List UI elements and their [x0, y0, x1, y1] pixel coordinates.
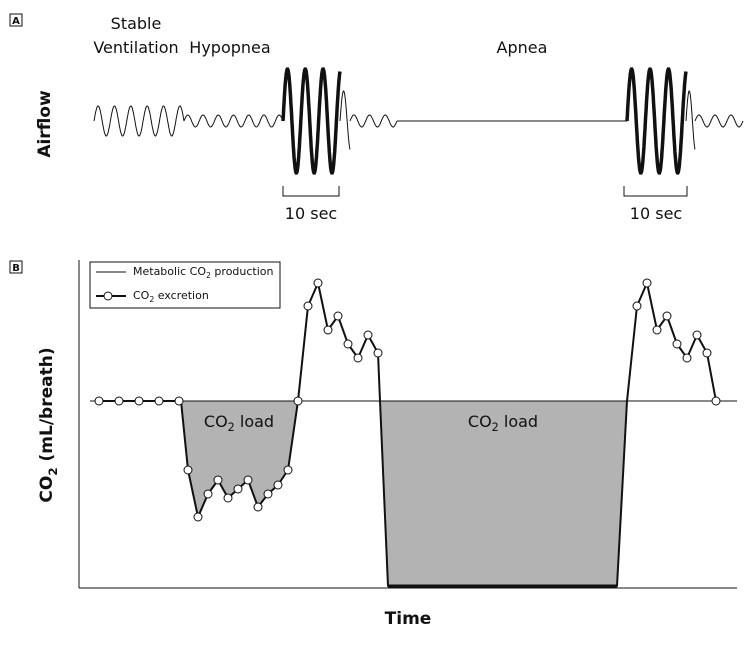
bracket-2-label: 10 sec: [630, 204, 682, 223]
co2-excretion-point: [203, 489, 213, 499]
airflow-decline-2: [694, 114, 744, 128]
co2-excretion-point: [253, 502, 263, 512]
co2-excretion-point: [273, 480, 283, 490]
co2-load-area-1: [181, 401, 298, 517]
co2-excretion-point: [213, 475, 223, 485]
co2-excretion-point: [223, 493, 233, 503]
bracket-2: [623, 186, 688, 197]
co2-excretion-point: [293, 396, 303, 406]
panel-a-box: [9, 13, 23, 27]
co2-load-label-2: CO2 load: [468, 412, 538, 434]
co2-excretion-point: [263, 489, 273, 499]
co2-excretion-point: [353, 353, 363, 363]
co2-excretion-point: [134, 396, 144, 406]
phase-label-hypopnea: Hypopnea: [189, 38, 270, 57]
airflow-recovery-2: [685, 90, 696, 150]
co2-excretion-point: [373, 348, 383, 358]
co2-excretion-point: [343, 339, 353, 349]
airflow-waveform: [93, 67, 744, 175]
co2-excretion-point: [363, 330, 373, 340]
co2-excretion-point: [711, 396, 721, 406]
co2-excretion-point: [243, 475, 253, 485]
legend-excretion-label: CO2 excretion: [133, 289, 209, 304]
panel-b-box: [9, 260, 23, 274]
co2-excretion-point: [692, 330, 702, 340]
co2-load-label-1: CO2 load: [204, 412, 274, 434]
panel-a-tag: A: [12, 16, 20, 27]
airflow-hyperpnea-2: [625, 67, 688, 175]
co2-excretion-point: [303, 301, 313, 311]
phase-label-apnea: Apnea: [497, 38, 548, 57]
co2-excretion-point: [233, 484, 243, 494]
legend-excretion-marker: [103, 291, 113, 301]
time-axis-label: Time: [385, 609, 432, 629]
bracket-1-label: 10 sec: [285, 204, 337, 223]
airflow-axis-label: Airflow: [35, 90, 55, 158]
co2-excretion-point: [283, 465, 293, 475]
legend-metabolic-label: Metabolic CO2 production: [133, 265, 274, 280]
co2-excretion-point: [662, 311, 672, 321]
co2-axis-label: CO2 (mL/breath): [37, 347, 60, 502]
legend: [89, 261, 281, 309]
airflow-hypopnea: [183, 114, 284, 128]
co2-excretion-point: [642, 278, 652, 288]
co2-excretion-point: [154, 396, 164, 406]
co2-excretion-point: [313, 278, 323, 288]
bracket-1: [282, 186, 340, 197]
co2-excretion-point: [702, 348, 712, 358]
co2-excretion-point: [652, 325, 662, 335]
co2-excretion-point: [323, 325, 333, 335]
co2-excretion-point: [672, 339, 682, 349]
co2-excretion-point: [632, 301, 642, 311]
airflow-hyperpnea-1: [281, 67, 342, 175]
co2-load-area-2: [380, 401, 627, 586]
airflow-decline-1: [349, 114, 398, 128]
co2-excretion-point: [94, 396, 104, 406]
co2-excretion-point: [193, 512, 203, 522]
co2-excretion-point: [114, 396, 124, 406]
co2-excretion-point: [682, 353, 692, 363]
phase-label-stable: Stable: [111, 14, 162, 33]
co2-excretion-point: [333, 311, 343, 321]
airflow-stable-ventilation: [93, 105, 185, 137]
co2-excretion-point: [174, 396, 184, 406]
co2-excretion-markers: [94, 278, 721, 522]
co2-excretion-point: [183, 465, 193, 475]
panel-b-tag: B: [12, 263, 20, 274]
airflow-recovery-1: [339, 90, 351, 150]
phase-label-ventilation: Ventilation: [93, 38, 178, 57]
